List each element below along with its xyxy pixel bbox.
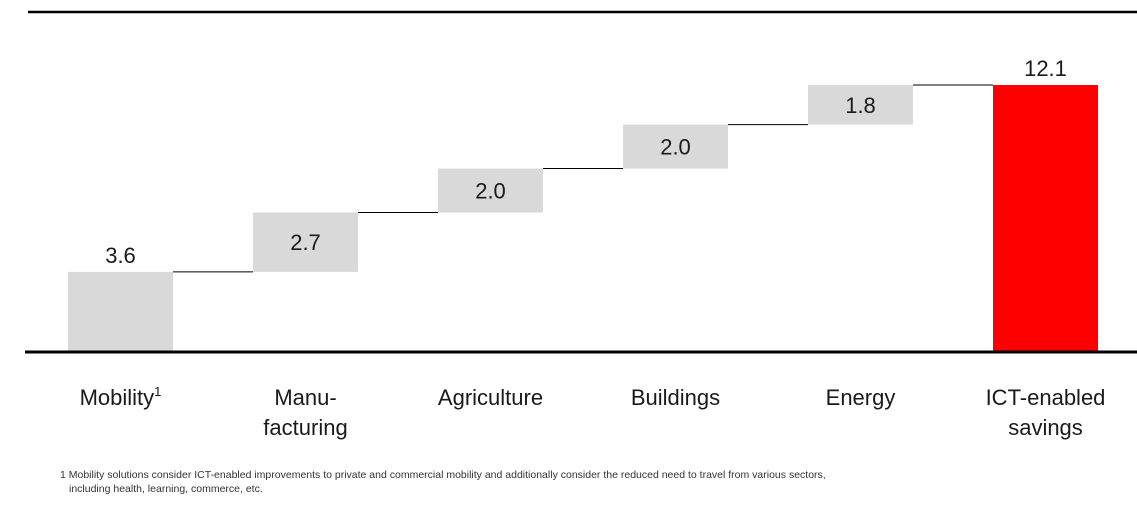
category-label-line2: facturing [263,415,347,440]
footnote-line-1: 1 Mobility solutions consider ICT-enable… [60,469,826,481]
bar-4 [808,85,913,125]
footnote: 1 Mobility solutions consider ICT-enable… [60,468,1120,496]
bar-3 [623,124,728,169]
bar-1 [253,212,358,272]
category-label-line2: savings [1008,415,1083,440]
value-label-2: 2.0 [475,179,506,204]
category-label-line1: Manu- [274,385,336,410]
category-label-5: ICT-enabled savings [986,385,1106,440]
category-label-1: Manu-facturing [263,385,347,440]
category-label-2: Agriculture [438,385,543,410]
category-label-line1: Energy [826,385,896,410]
value-label-1: 2.7 [290,230,321,255]
category-label-0: Mobility1 [80,384,162,410]
category-label-line1: Buildings [631,385,720,410]
category-label-3: Buildings [631,385,720,410]
category-label-4: Energy [826,385,896,410]
footnote-line-2: including health, learning, commerce, et… [69,483,263,495]
bar-2 [438,168,543,213]
value-label-5: 12.1 [1024,56,1067,81]
bar-0 [68,271,173,351]
category-label-line1: Mobility [80,385,155,410]
category-label-line1: ICT-enabled [986,385,1106,410]
category-footnote-marker: 1 [154,384,161,399]
bar-5 [993,85,1098,351]
value-label-3: 2.0 [660,135,691,160]
value-label-4: 1.8 [845,93,876,118]
category-label-line1: Agriculture [438,385,543,410]
value-label-0: 3.6 [105,243,136,268]
